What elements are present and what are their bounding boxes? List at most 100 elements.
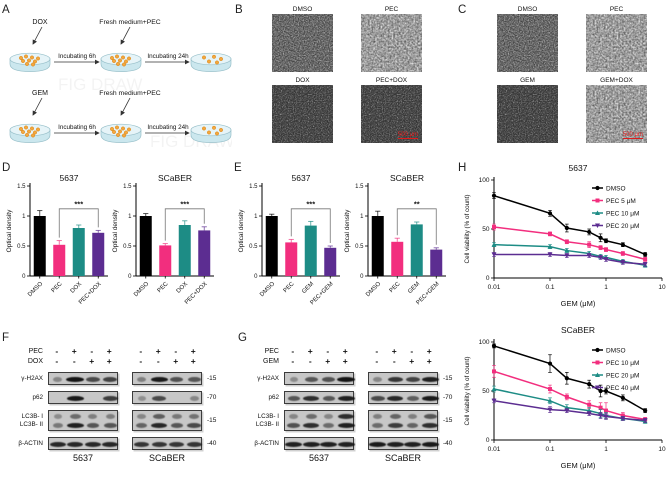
data-point <box>564 239 569 244</box>
data-point <box>564 225 569 231</box>
bar-PEC+GEM <box>324 247 337 276</box>
series-line-PEC 10 μM <box>493 243 646 266</box>
line-chart-5637: 5637 0 50 100 0.01 0.1 1 10 Cell viability (% of… <box>460 162 668 319</box>
data-point <box>620 242 625 247</box>
protein-band <box>171 414 182 419</box>
protein-band <box>422 423 439 428</box>
treatment-sign: + <box>426 345 432 356</box>
micrograph <box>272 14 333 72</box>
scale-bar: 500 μm <box>398 132 418 139</box>
blot-strip <box>132 410 202 431</box>
data-point <box>598 388 603 394</box>
micro-caption: DMSO <box>517 6 538 13</box>
data-point <box>595 360 600 365</box>
protein-band <box>408 414 418 419</box>
chart-title: SCaBER <box>158 173 192 183</box>
data-point <box>595 198 600 203</box>
y-axis-label: Cell viability (% of count) <box>464 357 471 426</box>
data-point <box>620 416 626 421</box>
y-tick-label: 0.5 <box>355 244 364 250</box>
micrograph <box>272 85 333 143</box>
micrograph <box>586 14 647 72</box>
data-point <box>603 257 609 262</box>
panel-d: D 5637 0 0.5 1 1.5 Optical density *** DMSO PEC D… <box>0 158 230 326</box>
treatment-sign: + <box>409 355 415 366</box>
bar-PEC+DOX <box>92 232 105 276</box>
data-point <box>586 411 592 417</box>
arrow <box>32 26 43 45</box>
micrograph <box>361 85 422 143</box>
protein-band <box>303 423 320 428</box>
treatment-sign: + <box>342 345 348 356</box>
series-line-PEC 20 μM <box>494 253 646 266</box>
data-point <box>547 398 553 403</box>
blot-row: LC3B- I LC3B- II -15 <box>240 410 452 431</box>
bar-DOX <box>178 225 191 276</box>
medium-label: Fresh medium+PEC <box>99 19 160 26</box>
data-point <box>643 408 648 413</box>
blot-strip <box>132 437 202 450</box>
treatment-sign: + <box>307 345 313 356</box>
protein-band <box>186 441 202 447</box>
legend-label: PEC 20 μM <box>606 223 639 230</box>
molecular-weight-label: -15 <box>443 417 453 424</box>
bar-chart-scaber-gem: SCaBER 0 0.5 1 1.5 Optical density ** DMSO PEC GE… <box>342 172 448 333</box>
x-tick-label: 0.1 <box>545 446 554 453</box>
panel-a-label: A <box>2 4 10 16</box>
blot-strip <box>368 372 439 385</box>
protein-band <box>337 441 355 447</box>
protein-band <box>170 423 183 428</box>
bar-DMSO <box>33 216 46 276</box>
blot-strip <box>284 391 355 404</box>
petri-dish-icon <box>100 52 142 72</box>
treatment-sign: + <box>71 345 77 356</box>
protein-label: LC3B- I LC3B- II <box>4 413 48 427</box>
line-chart-scaber: SCaBER 0 50 100 0.01 0.1 1 10 Cell viability (% … <box>460 324 668 481</box>
cell-line-labels: 5637 SCaBER <box>4 453 216 463</box>
data-point <box>491 242 497 247</box>
y-tick-label: 1 <box>254 214 258 220</box>
y-tick-label: 50 <box>482 388 490 395</box>
data-point <box>595 347 600 353</box>
blot-strip <box>284 372 356 385</box>
protein-band <box>153 414 166 419</box>
significance-bracket <box>58 208 99 238</box>
blot-row: γ-H2AX -15 <box>4 372 216 385</box>
protein-label-line: p62 <box>268 393 279 401</box>
protein-band <box>369 441 387 447</box>
blot-row: γ-H2AX -15 <box>240 372 452 385</box>
protein-band <box>102 441 119 447</box>
legend-label: DMSO <box>606 185 626 192</box>
protein-band <box>152 395 167 401</box>
protein-band <box>338 414 355 419</box>
data-point <box>586 253 592 258</box>
scale-bar: 500 μm <box>623 132 643 139</box>
protein-label-line: p62 <box>32 393 43 401</box>
data-point <box>564 248 570 253</box>
x-tick-label: 1 <box>604 446 608 453</box>
line-chart-h-scaber: SCaBER 0 50 100 0.01 0.1 1 10 Cell viability (% … <box>464 325 666 470</box>
series-line-DMSO <box>493 194 646 256</box>
protein-band <box>151 441 167 447</box>
x-tick-label: DOX <box>70 281 83 294</box>
x-tick-label: PEC <box>283 281 296 294</box>
panel-h-label: H <box>458 162 467 174</box>
data-point <box>595 185 600 191</box>
protein-band <box>170 376 184 382</box>
treatment-signs: - - + + <box>368 355 438 366</box>
x-tick-label: DMSO <box>133 281 150 298</box>
protein-label-line: LC3B- I <box>257 413 279 421</box>
blot-strip <box>368 391 439 404</box>
micro-caption: DMSO <box>292 6 313 13</box>
protein-band <box>53 414 62 419</box>
chart-title: SCaBER <box>561 325 595 335</box>
treatment-sign: + <box>89 355 95 366</box>
workflow-row-dox: DOX Incubating 6h Fresh medium+PEC Incub… <box>9 19 232 72</box>
treatment-sign: + <box>342 355 348 366</box>
treatment-sign: - <box>174 345 178 356</box>
blot-row: LC3B- I LC3B- II -15 <box>4 410 216 431</box>
protein-band <box>320 441 338 447</box>
protein-label: γ-H2AX <box>4 375 48 382</box>
chart-title: 5637 <box>60 173 79 183</box>
significance-stars: *** <box>180 199 189 208</box>
